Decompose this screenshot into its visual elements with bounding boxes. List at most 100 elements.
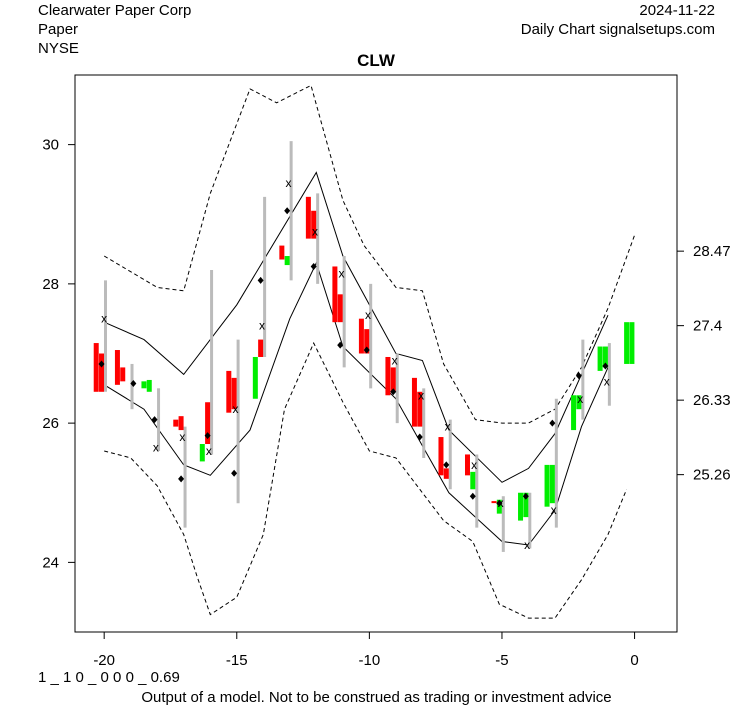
down-bar [279,245,285,260]
plot-frame [74,74,678,633]
up-bar [571,395,577,431]
company-name: Clearwater Paper Corp [38,2,192,19]
diamond-marker [522,492,529,500]
diamond-marker [284,207,291,215]
x-marker: x [285,176,291,190]
diamond-marker [204,432,211,440]
right-y-tick-label: 27.4 [693,318,722,335]
down-bar [205,402,211,445]
x-tick-label: -5 [495,652,508,669]
diamond-marker [257,276,264,284]
down-bar [99,353,105,392]
diamond-marker [443,461,450,469]
up-bar [523,492,529,518]
left-y-tick-label: 26 [42,415,59,432]
down-bar [417,391,423,427]
up-bar [284,256,290,266]
x-tick-label: -15 [226,652,248,669]
bars-layer [93,196,635,521]
down-bar [120,367,126,382]
diamond-marker [496,499,503,507]
x-marker: x [206,444,212,458]
down-bar [114,350,120,385]
x-tick-label: -20 [93,652,115,669]
down-bar [226,370,232,413]
left-y-tick-label: 24 [42,554,59,571]
x-marker: x [445,420,451,434]
diamond-marker [130,379,137,387]
down-bar [358,318,364,354]
left-y-tick-label: 30 [42,137,59,154]
down-bar [464,454,470,476]
x-tick-label: 0 [630,652,638,669]
diamond-marker [231,469,238,477]
up-bar [624,322,630,364]
diamond-marker [469,492,476,500]
diamond-marker [575,372,582,380]
up-bar [199,444,205,462]
x-marker: x [392,353,398,367]
x-marker: x [365,308,371,322]
ranges-layer [103,141,611,552]
down-bar [173,419,179,427]
up-bar [544,464,550,507]
lower-band-line [103,261,609,546]
right-y-tick-label: 26.33 [693,392,731,409]
diamond-marker [98,360,105,368]
x-marker: x [418,388,424,402]
x-marker: x [339,266,345,280]
up-bar [470,471,476,490]
up-bar [141,381,147,389]
axes-layer: -20 -15 -10 -5 0 24 26 28 30 25.26 26.33 27.4 28.47 [42,137,730,669]
x-marker: x [524,538,530,552]
up-bar [576,395,582,410]
down-bar [258,339,264,357]
x-marker: x [232,402,238,416]
down-bar [390,367,396,392]
x-marker: x [577,392,583,406]
x-marker: x [101,312,107,326]
diamond-marker [549,419,556,427]
x-marker: x [153,440,159,454]
diamond-marker [151,416,158,424]
up-bar [597,346,603,371]
down-bar [305,196,311,239]
x-marker: x [471,458,477,472]
chart-title: CLW [357,51,396,70]
x-tick-label: -10 [359,652,381,669]
down-bar [438,437,444,476]
down-bar [178,416,184,431]
right-y-tick-label: 25.26 [693,467,731,484]
x-marker: x [179,430,185,444]
down-bar [491,501,497,504]
diamond-marker [602,362,609,370]
diamond-marker [390,388,397,396]
right-y-tick-label: 28.47 [693,243,731,260]
diamond-marker [416,433,423,441]
exchange-label: NYSE [38,40,79,57]
x-marker: x [551,503,557,517]
up-bar [252,356,258,399]
down-bar [385,356,391,396]
down-bar [443,468,449,479]
down-bar [337,294,343,323]
disclaimer: Output of a model. Not to be construed a… [141,689,612,706]
down-bar [231,377,237,410]
sector-label: Paper [38,21,79,38]
down-bar [311,210,317,239]
left-y-tick-label: 28 [42,276,59,293]
x-marker: x [604,374,610,388]
source-label: Daily Chart signalsetups.com [520,21,715,38]
diamond-marker [310,262,317,270]
diamond-marker [337,341,344,349]
diamond-marker [178,475,185,483]
up-bar [629,322,635,364]
diamond-marker [363,346,370,354]
up-bar [602,346,608,368]
x-marker: x [312,225,318,239]
down-bar [411,377,417,427]
up-bar [146,379,152,392]
x-marker: x [259,319,265,333]
outer-lower-band-line [104,341,628,619]
